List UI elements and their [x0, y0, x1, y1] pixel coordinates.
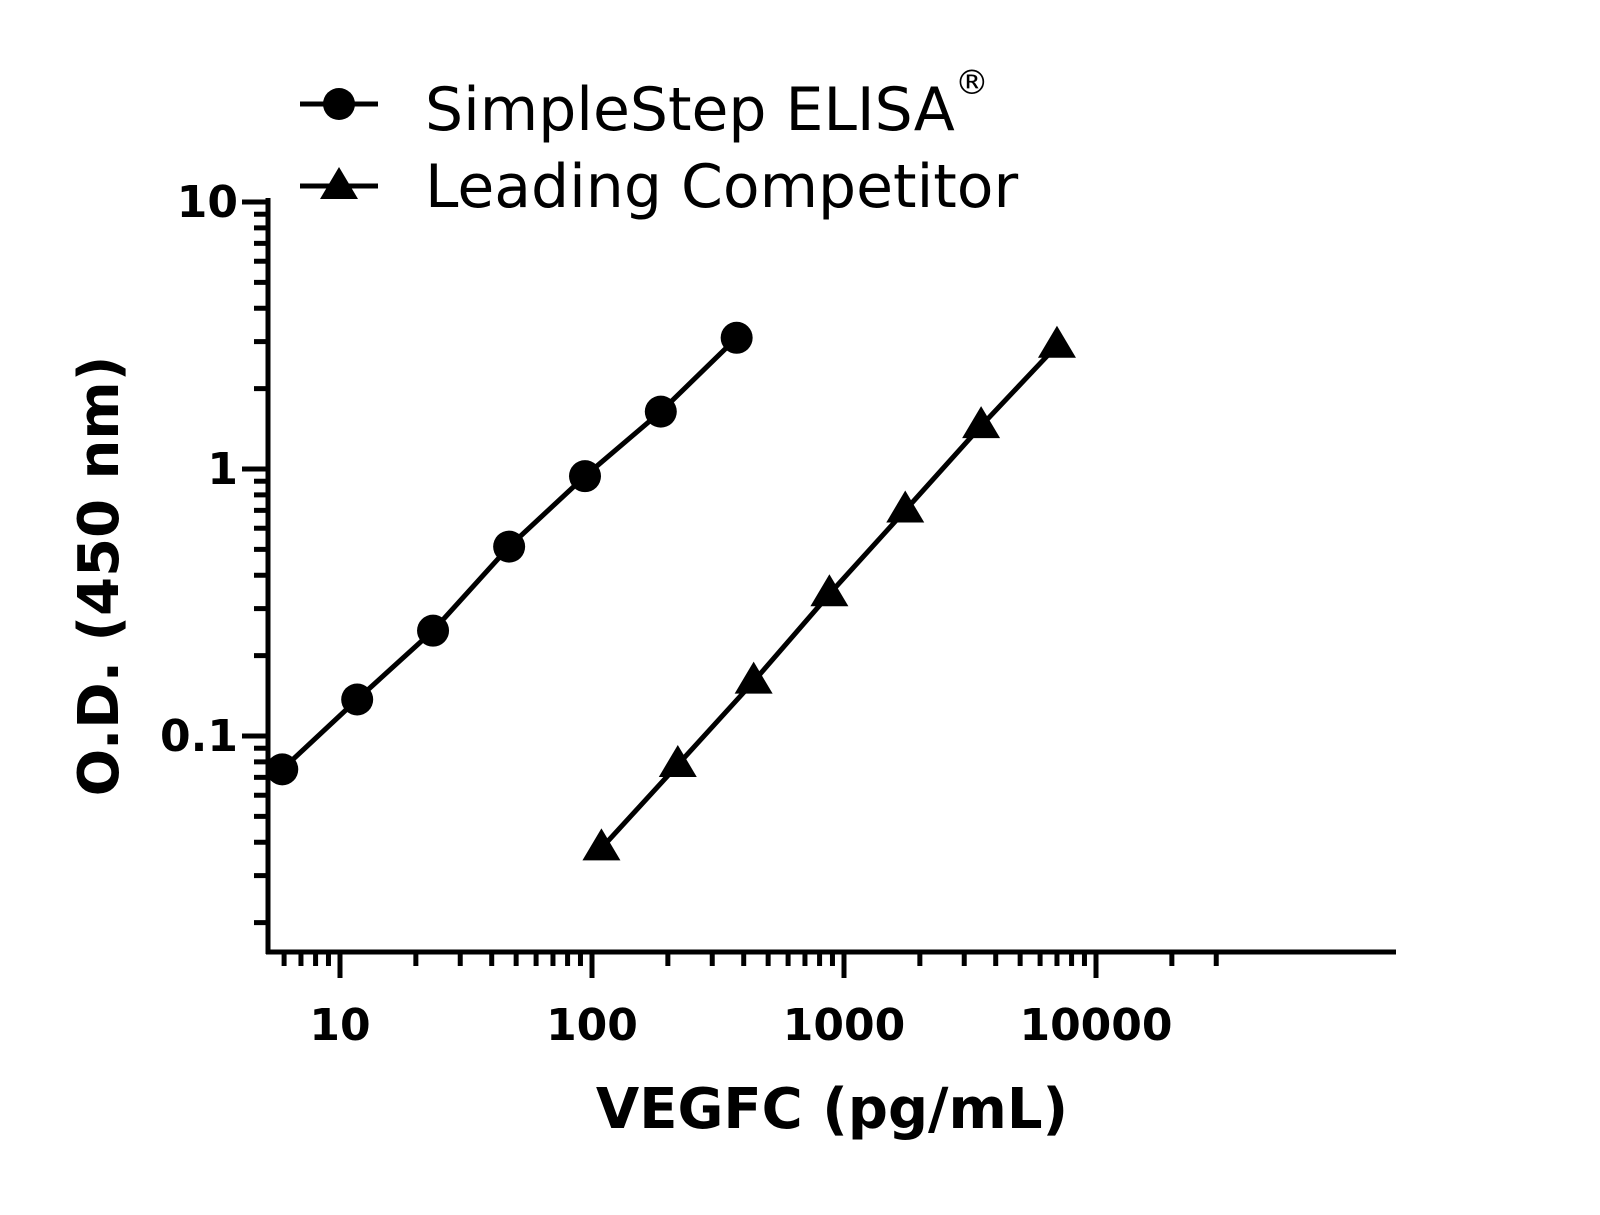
data-point-circle	[417, 614, 450, 647]
legend: SimpleStep ELISA® Leading Competitor	[300, 63, 1018, 222]
data-point-triangle	[810, 574, 849, 607]
legend-marker-triangle	[320, 167, 358, 199]
series-1	[582, 325, 1076, 861]
x-major-ticks	[337, 952, 1099, 978]
series-0	[266, 321, 753, 786]
y-major-ticks	[242, 199, 268, 739]
y-axis-title: O.D. (450 nm)	[67, 356, 132, 797]
registered-mark: ®	[955, 63, 989, 103]
data-point-triangle	[734, 661, 773, 694]
y-tick-label: 0.1	[160, 711, 238, 762]
x-minor-ticks	[281, 952, 1219, 966]
legend-label-simplestep: SimpleStep ELISA®	[425, 63, 989, 145]
data-point-circle	[644, 395, 677, 428]
series-layer	[266, 321, 1076, 861]
x-axis-title: VEGFC (pg/mL)	[596, 1077, 1068, 1142]
legend-label-competitor: Leading Competitor	[425, 152, 1018, 222]
data-point-triangle	[1037, 325, 1076, 358]
data-point-triangle	[582, 828, 621, 861]
x-tick-labels: 10 100 1000 10000	[309, 1000, 1172, 1051]
data-point-circle	[720, 321, 753, 354]
x-tick-label: 10000	[1019, 1000, 1172, 1051]
x-tick-label: 100	[546, 1000, 638, 1051]
legend-entry-competitor: Leading Competitor	[300, 152, 1018, 222]
legend-marker-circle	[323, 88, 355, 120]
data-point-triangle	[886, 490, 925, 523]
y-tick-label: 1	[207, 444, 238, 495]
data-point-circle	[568, 460, 601, 493]
legend-entry-simplestep: SimpleStep ELISA®	[300, 63, 989, 145]
data-point-circle	[341, 683, 374, 716]
data-point-circle	[266, 753, 299, 786]
y-tick-label: 10	[177, 177, 238, 228]
y-tick-labels: 0.1 1 10	[160, 177, 238, 762]
x-tick-label: 10	[309, 1000, 370, 1051]
data-point-triangle	[658, 744, 697, 777]
legend-label-simplestep-text: SimpleStep ELISA	[425, 75, 955, 145]
data-point-circle	[493, 530, 526, 563]
data-point-triangle	[962, 406, 1001, 439]
x-tick-label: 1000	[783, 1000, 905, 1051]
